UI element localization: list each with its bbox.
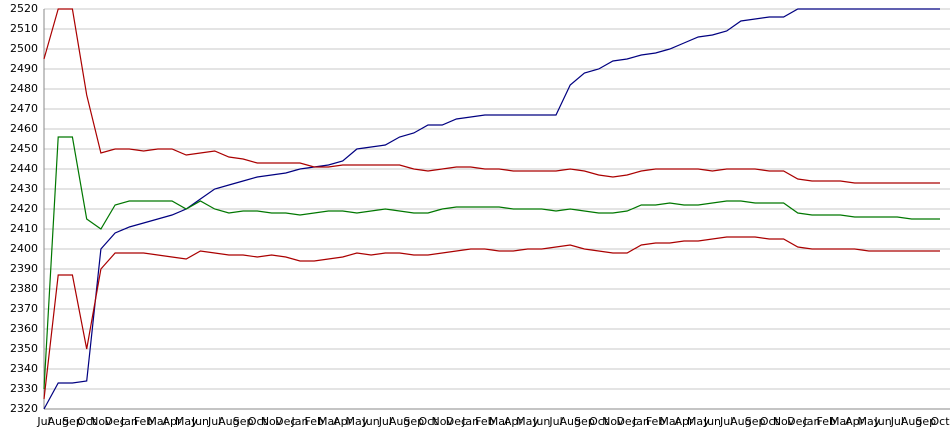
x-tick-label: Jun: [362, 415, 380, 428]
x-tick-label: Mar: [147, 415, 168, 428]
x-tick-label: Apr: [333, 415, 353, 428]
x-tick-label: Mar: [830, 415, 851, 428]
y-tick-label: 2410: [10, 222, 38, 235]
x-tick-label: Nov: [261, 415, 283, 428]
y-tick-label: 2350: [10, 342, 38, 355]
y-tick-label: 2490: [10, 62, 38, 75]
x-tick-label: Apr: [845, 415, 865, 428]
series-line: [43, 136, 940, 390]
x-tick-label: Oct: [418, 415, 438, 428]
x-tick-label: Jan: [120, 415, 138, 428]
x-tick-label: Dec: [616, 415, 637, 428]
y-tick-label: 2360: [10, 322, 38, 335]
x-tick-label: Apr: [504, 415, 524, 428]
x-tick-label: Oct: [930, 415, 950, 428]
x-tick-label: Sep: [574, 415, 595, 428]
y-tick-label: 2340: [10, 362, 38, 375]
x-tick-label: Jun: [191, 415, 209, 428]
y-tick-label: 2330: [10, 382, 38, 395]
x-tick-label: Jul: [719, 415, 733, 428]
x-tick-label: Feb: [134, 415, 153, 428]
series-line: [43, 236, 940, 400]
y-tick-label: 2390: [10, 262, 38, 275]
x-tick-label: May: [346, 415, 369, 428]
x-tick-label: Aug: [559, 415, 580, 428]
y-tick-label: 2510: [10, 22, 38, 35]
x-tick-label: Sep: [915, 415, 936, 428]
x-tick-label: Dec: [275, 415, 296, 428]
x-tick-label: Mar: [318, 415, 339, 428]
x-tick-label: Sep: [403, 415, 424, 428]
y-tick-label: 2370: [10, 302, 38, 315]
x-tick-label: Feb: [475, 415, 494, 428]
x-tick-label: Sep: [745, 415, 766, 428]
x-tick-label: Dec: [104, 415, 125, 428]
x-tick-label: Aug: [47, 415, 68, 428]
x-tick-label: Dec: [446, 415, 467, 428]
x-tick-label: Apr: [674, 415, 694, 428]
series-line: [43, 8, 940, 184]
x-tick-label: Nov: [602, 415, 624, 428]
y-tick-label: 2400: [10, 242, 38, 255]
x-tick-label: Mar: [489, 415, 510, 428]
x-tick-label: Jan: [632, 415, 650, 428]
y-tick-label: 2320: [10, 402, 38, 415]
x-tick-label: Jul: [207, 415, 221, 428]
x-tick-label: May: [175, 415, 198, 428]
x-tick-label: Feb: [304, 415, 323, 428]
x-tick-label: Jan: [291, 415, 309, 428]
x-tick-label: Jul: [378, 415, 392, 428]
x-tick-label: Nov: [90, 415, 112, 428]
x-tick-label: Oct: [589, 415, 609, 428]
x-tick-label: Jan: [461, 415, 479, 428]
x-tick-label: Jun: [703, 415, 721, 428]
x-tick-label: Jul: [548, 415, 562, 428]
x-tick-label: May: [687, 415, 710, 428]
x-tick-label: Aug: [389, 415, 410, 428]
series-line: [43, 8, 940, 410]
x-tick-label: Feb: [816, 415, 835, 428]
x-tick-label: Jan: [803, 415, 821, 428]
x-tick-label: May: [858, 415, 881, 428]
y-tick-label: 2440: [10, 162, 38, 175]
x-tick-label: Oct: [248, 415, 268, 428]
x-tick-label: Mar: [659, 415, 680, 428]
x-tick-label: Nov: [431, 415, 453, 428]
x-tick-label: Oct: [77, 415, 97, 428]
x-tick-label: Jul: [36, 415, 50, 428]
x-tick-label: Nov: [773, 415, 795, 428]
x-tick-label: Feb: [646, 415, 665, 428]
x-tick-label: Jul: [890, 415, 904, 428]
y-tick-label: 2480: [10, 82, 38, 95]
x-tick-label: Dec: [787, 415, 808, 428]
x-tick-label: May: [516, 415, 539, 428]
y-tick-label: 2380: [10, 282, 38, 295]
y-tick-label: 2500: [10, 42, 38, 55]
x-tick-label: Jun: [874, 415, 892, 428]
x-tick-label: Aug: [901, 415, 922, 428]
y-tick-label: 2430: [10, 182, 38, 195]
x-tick-label: Jun: [532, 415, 550, 428]
y-tick-label: 2460: [10, 122, 38, 135]
y-tick-label: 2520: [10, 2, 38, 15]
x-tick-label: Sep: [233, 415, 254, 428]
x-tick-label: Oct: [760, 415, 780, 428]
y-tick-label: 2420: [10, 202, 38, 215]
y-tick-label: 2470: [10, 102, 38, 115]
x-tick-label: Apr: [162, 415, 182, 428]
x-tick-label: Sep: [62, 415, 83, 428]
y-tick-label: 2450: [10, 142, 38, 155]
x-tick-label: Aug: [218, 415, 239, 428]
x-tick-label: Aug: [730, 415, 751, 428]
